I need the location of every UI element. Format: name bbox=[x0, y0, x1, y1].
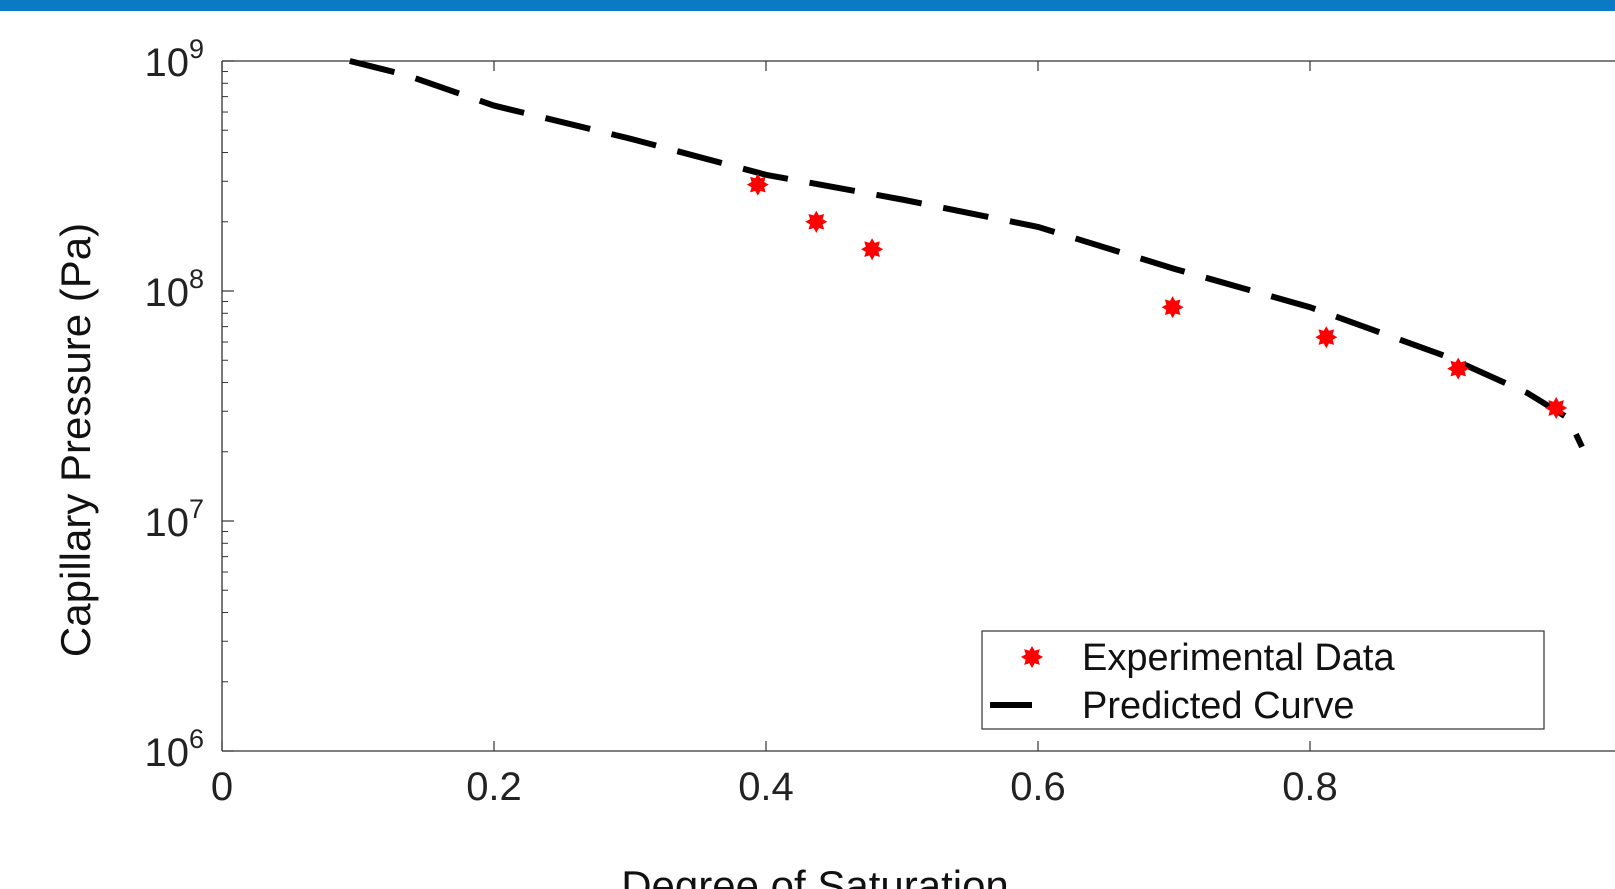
experimental-data-point bbox=[1161, 296, 1184, 319]
x-tick-label: 0.8 bbox=[1282, 765, 1338, 809]
experimental-data-point bbox=[1545, 396, 1568, 420]
y-tick-base: 10 bbox=[144, 41, 189, 85]
y-tick-label: 109 bbox=[144, 34, 204, 85]
experimental-data-point bbox=[1447, 357, 1470, 380]
legend-experimental-label: Experimental Data bbox=[1082, 637, 1395, 679]
experimental-data-point bbox=[861, 238, 884, 261]
experimental-data-point bbox=[805, 210, 828, 233]
top-banner-bar bbox=[0, 0, 1615, 11]
experimental-data-points bbox=[746, 173, 1568, 420]
y-tick-label: 106 bbox=[144, 724, 204, 775]
legend: Experimental Data Predicted Curve bbox=[981, 630, 1545, 730]
y-tick-label: 108 bbox=[144, 264, 204, 315]
x-tick-label: 0.2 bbox=[466, 765, 522, 809]
y-tick-exponent: 7 bbox=[189, 494, 204, 524]
y-tick-base: 10 bbox=[144, 501, 189, 545]
x-tick-label: 0.6 bbox=[1010, 765, 1066, 809]
predicted-curve-line bbox=[349, 58, 1585, 449]
x-tick-label: 0.4 bbox=[738, 765, 794, 809]
legend-predicted-label: Predicted Curve bbox=[1082, 685, 1354, 727]
y-axis-title: Capillary Pressure (Pa) bbox=[52, 223, 99, 657]
experimental-data-point bbox=[1315, 326, 1338, 349]
y-tick-base: 10 bbox=[144, 271, 189, 315]
experimental-data-point bbox=[746, 173, 769, 196]
y-tick-exponent: 8 bbox=[189, 264, 204, 294]
x-tick-label: 0 bbox=[211, 765, 233, 809]
y-tick-label: 107 bbox=[144, 494, 204, 545]
x-axis-title: Degree of Saturation bbox=[621, 862, 1009, 889]
y-tick-exponent: 6 bbox=[189, 724, 204, 754]
x-tick-labels: 0 0.2 0.4 0.6 0.8 bbox=[211, 61, 1338, 809]
legend-experimental-marker bbox=[1020, 645, 1044, 669]
y-tick-base: 10 bbox=[144, 731, 189, 775]
legend-box bbox=[981, 630, 1545, 730]
axes bbox=[221, 60, 1615, 752]
legend-experimental-star bbox=[1020, 645, 1044, 669]
y-tick-exponent: 9 bbox=[189, 34, 204, 64]
